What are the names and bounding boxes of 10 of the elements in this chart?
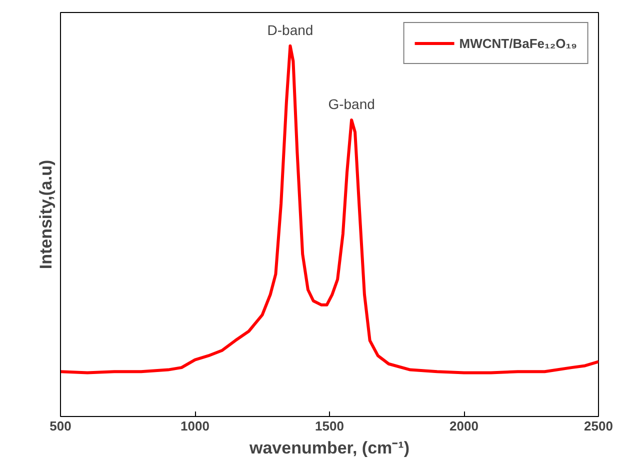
text: D-band xyxy=(267,22,314,38)
x-tick-label: 500 xyxy=(50,418,72,434)
x-tick-label: 2500 xyxy=(584,418,613,434)
y-axis-title: Intensity,(a.u) xyxy=(36,160,56,270)
x-axis-title: wavenumber, (cm⁻¹) xyxy=(248,438,410,458)
x-tick-label: 1500 xyxy=(315,418,344,434)
legend-label: MWCNT/BaFe₁₂O₁₉ xyxy=(459,36,577,50)
x-tick-label: 1000 xyxy=(180,418,210,434)
annotation: G-band xyxy=(328,96,375,112)
x-tick-label: 2000 xyxy=(450,418,478,434)
